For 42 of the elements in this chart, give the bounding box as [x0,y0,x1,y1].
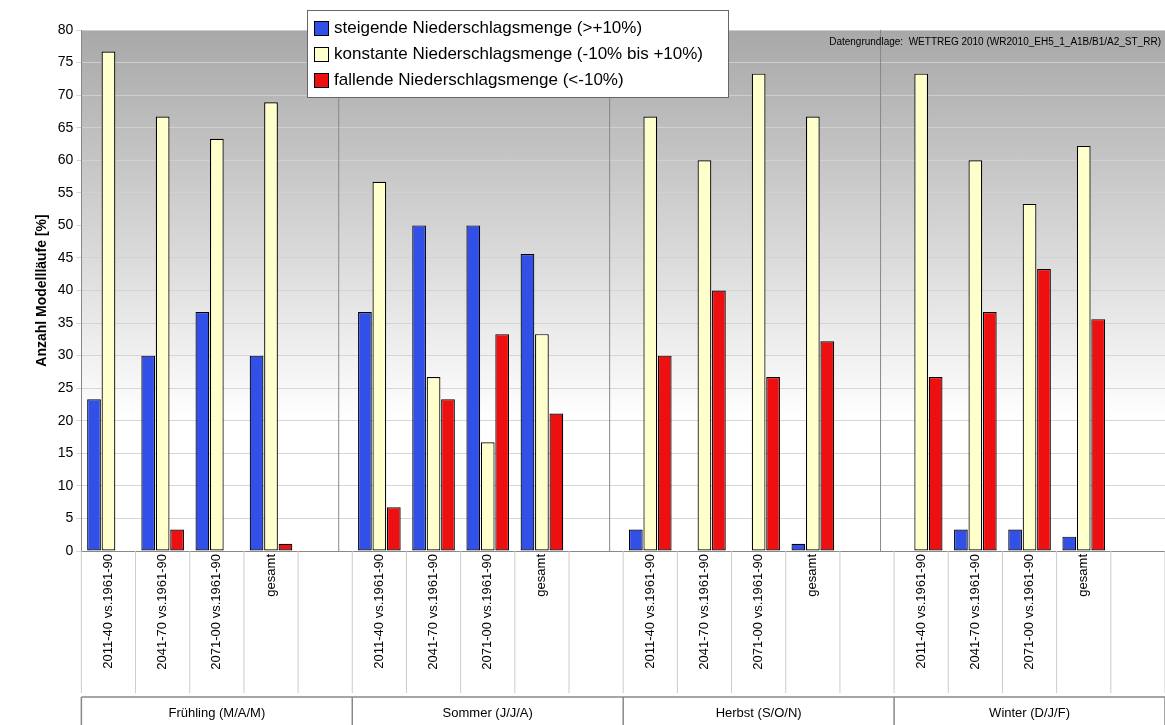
y-tick-label: 20 [57,411,74,428]
y-tick-label: 40 [57,281,74,298]
y-tick-label: 60 [57,151,74,168]
x-tick-label: 2041-70 vs.1961-90 [966,554,982,670]
y-tick-label: 0 [65,541,74,558]
y-tick-label: 15 [57,444,74,461]
x-tick-label: 2071-00 vs.1961-90 [479,554,495,670]
y-tick-label: 30 [57,346,74,363]
legend-label: steigende Niederschlagsmenge (>+10%) [334,17,643,39]
x-tick-label: 2071-00 vs.1961-90 [1021,554,1037,670]
y-tick-label: 75 [57,53,74,70]
x-tick-label: 2011-40 vs.1961-90 [370,554,386,669]
text: Herbst (S/O/N) [715,704,802,720]
x-tick-label: 2071-00 vs.1961-90 [208,554,224,670]
y-tick-label: 65 [57,118,74,135]
x-tick-label: 2041-70 vs.1961-90 [154,554,170,670]
x-tick-label: gesamt [804,553,820,597]
y-tick-label: 35 [57,313,74,330]
x-tick-label: 2071-00 vs.1961-90 [750,554,766,670]
text: Winter (D/J/F) [989,704,1070,720]
x-tick-label: 2041-70 vs.1961-90 [696,554,712,670]
y-tick-label: 80 [57,20,74,37]
y-tick-label: 5 [65,509,74,526]
x-tick-label: 2011-40 vs.1961-90 [912,554,928,669]
text: Frühling (M/A/M) [168,704,266,720]
text: Sommer (J/J/A) [442,704,533,720]
legend-label: fallende Niederschlagsmenge (<-10%) [334,69,624,91]
y-tick-label: 50 [57,216,74,233]
x-tick-label: 2041-70 vs.1961-90 [425,554,441,670]
x-tick-label: gesamt [533,553,549,597]
x-tick-label: gesamt [1075,553,1091,597]
legend-label: konstante Niederschlagsmenge (-10% bis +10%) [334,43,704,65]
y-tick-label: 45 [57,248,74,265]
y-tick-label: 10 [57,476,74,493]
y-axis-title: Anzahl Modellläufe [%] [33,214,50,367]
x-tick-label: 2011-40 vs.1961-90 [100,554,116,669]
y-tick-label: 25 [57,379,74,396]
x-tick-label: 2011-40 vs.1961-90 [641,554,657,669]
annotation: Datengrundlage: WETTREG 2010 (WR2010_EH5_1_A1B/B1/A2_ST_RR) [829,35,1161,47]
y-tick-label: 70 [57,85,74,102]
y-tick-label: 55 [57,183,74,200]
x-tick-label: gesamt [262,553,278,597]
